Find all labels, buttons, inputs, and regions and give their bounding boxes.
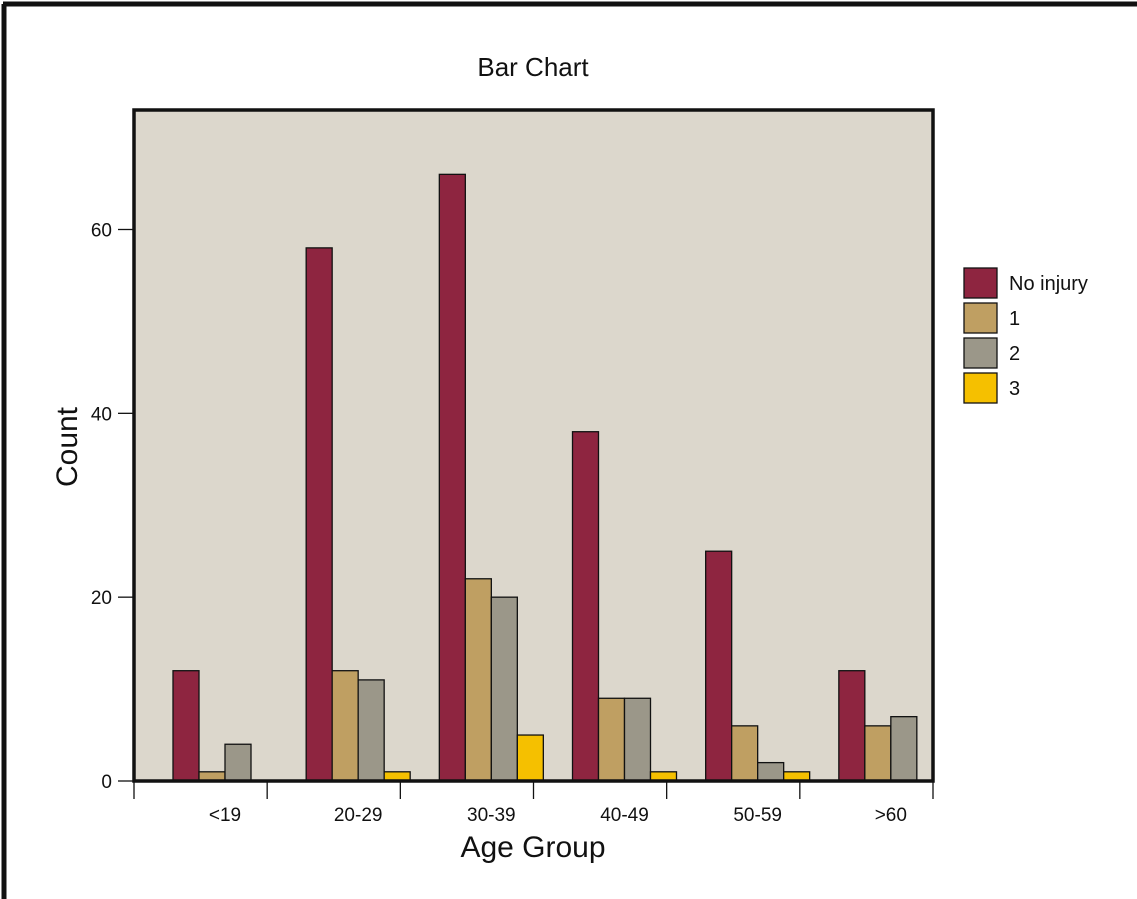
plot-background (134, 110, 933, 781)
x-tick-label: 50-59 (733, 805, 782, 826)
y-tick-label: 20 (91, 588, 112, 609)
legend-swatch (963, 302, 998, 334)
legend-label: No injury (1009, 273, 1088, 295)
bar-injury-1-3 (597, 697, 626, 782)
bar-injury-2-3 (623, 697, 652, 782)
plot-area: 0 20 40 60 <19 20-29 30-39 40-49 50-59 >60 (91, 108, 935, 826)
chart-title: Bar Chart (477, 52, 589, 82)
x-tick-label: >60 (875, 805, 907, 826)
legend-swatch (963, 372, 998, 404)
legend-swatch (963, 267, 998, 299)
y-tick-label: 60 (91, 220, 112, 241)
x-tick-label: 40-49 (600, 805, 649, 826)
bar-injury-1-1 (331, 670, 359, 782)
x-tick-label: <19 (209, 805, 241, 826)
legend-label: 3 (1009, 378, 1020, 400)
chart-legend: No injury 1 2 3 (963, 267, 1088, 404)
bar-injury-3-2 (516, 734, 544, 782)
bar-no-injury-0 (172, 670, 200, 782)
legend-swatch (963, 337, 998, 369)
bar-injury-2-1 (357, 679, 385, 782)
bar-no-injury-2 (438, 173, 466, 782)
y-axis-label: Count (51, 406, 84, 487)
legend-label: 1 (1009, 308, 1020, 330)
bar-no-injury-1 (305, 247, 333, 782)
bar-injury-1-2 (464, 578, 492, 782)
legend-label: 2 (1009, 343, 1020, 365)
bar-injury-2-2 (490, 596, 518, 782)
bar-injury-2-5 (890, 716, 918, 782)
y-tick-label: 40 (91, 404, 112, 425)
bar-injury-1-4 (731, 725, 759, 782)
bar-injury-2-0 (224, 743, 252, 782)
x-tick-label: 30-39 (467, 805, 516, 826)
bar-no-injury-3 (571, 431, 600, 782)
bar-no-injury-4 (705, 550, 733, 782)
y-tick-label: 0 (101, 772, 112, 793)
bar-injury-1-5 (864, 725, 892, 782)
bar-injury-2-4 (757, 761, 785, 782)
x-axis-label: Age Group (460, 831, 605, 864)
x-tick-label: 20-29 (334, 805, 383, 826)
bar-no-injury-5 (838, 670, 866, 782)
